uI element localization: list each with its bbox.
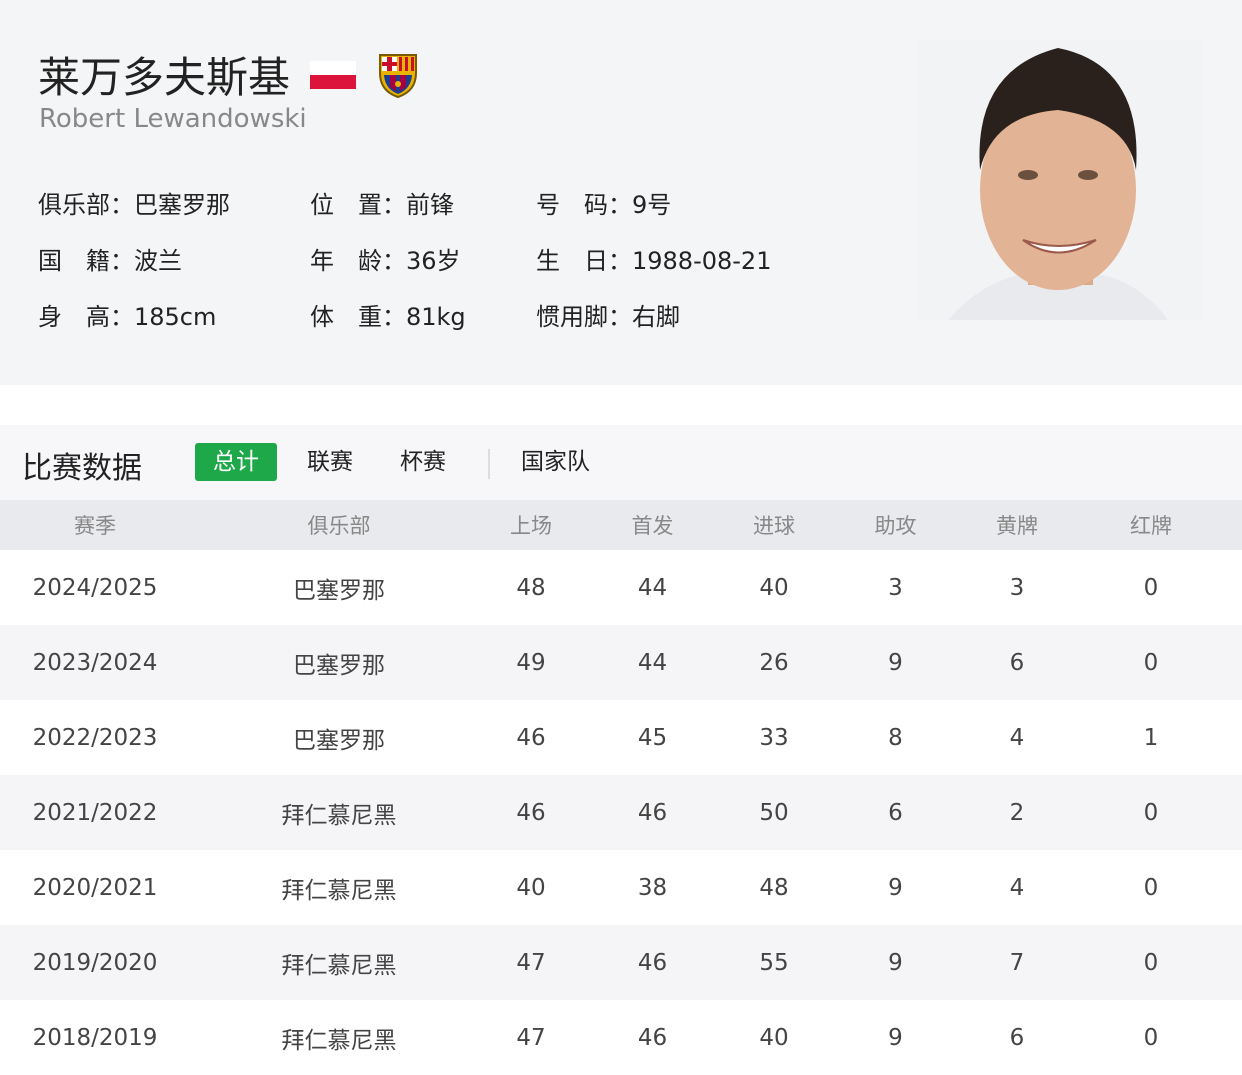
stats-table: 赛季 俱乐部 上场 首发 进球 助攻 黄牌 红牌 2024/2025 巴塞罗那 48 44 40 3 3 0…: [0, 500, 1242, 1075]
table-row: 2020/2021 拜仁慕尼黑 40 38 48 9 4 0: [0, 850, 1242, 925]
table-row: 2021/2022 拜仁慕尼黑 46 46 50 6 2 0: [0, 775, 1242, 850]
tab-total[interactable]: 总计: [195, 443, 277, 481]
column-header-assists: 助攻: [817, 500, 974, 550]
cell-red-cards: 1: [1143, 724, 1159, 751]
info-foot: 惯用脚：右脚: [536, 303, 680, 331]
cell-red-cards: 0: [1143, 874, 1159, 901]
cell-season: 2024/2025: [32, 574, 158, 601]
cell-goals: 55: [731, 925, 817, 1000]
cell-season: 2021/2022: [0, 775, 190, 850]
cell-yellow-cards: 4: [1009, 724, 1025, 751]
cell-appearances: 47: [516, 1024, 546, 1051]
cell-club: 拜仁慕尼黑: [281, 877, 397, 904]
table-row: 2022/2023 巴塞罗那 46 45 33 8 4 1: [0, 700, 1242, 775]
cell-starts: 46: [574, 925, 731, 1000]
cell-goals: 33: [759, 724, 789, 751]
column-header-club: 俱乐部: [190, 500, 488, 550]
cell-starts: 44: [637, 574, 668, 601]
cell-red-cards: 0: [1143, 574, 1159, 601]
cell-yellow-cards: 4: [1009, 874, 1025, 901]
cell-goals: 48: [759, 874, 789, 901]
column-header-goals: 进球: [731, 500, 817, 550]
cell-appearances: 47: [488, 925, 574, 1000]
column-header-red-cards: 红牌: [1060, 500, 1242, 550]
cell-assists: 9: [888, 874, 903, 901]
cell-yellow-cards: 2: [974, 775, 1060, 850]
cell-season: 2022/2023: [32, 724, 158, 751]
cell-club: 拜仁慕尼黑: [281, 1027, 397, 1054]
cell-starts: 45: [637, 724, 668, 751]
cell-starts: 44: [574, 625, 731, 700]
stats-title: 比赛数据: [22, 451, 142, 486]
player-info-grid: 俱乐部：巴塞罗那 位 置：前锋 号 码：9号 国 籍：波兰 年 龄：36岁 生 …: [38, 185, 796, 331]
cell-starts: 38: [637, 874, 668, 901]
cell-appearances: 46: [516, 724, 546, 751]
info-position: 位 置：前锋: [310, 191, 454, 219]
column-header-yellow-cards: 黄牌: [974, 500, 1060, 550]
cell-goals: 50: [731, 775, 817, 850]
cell-assists: 9: [817, 925, 974, 1000]
fc-barcelona-crest-icon: [379, 53, 418, 98]
info-weight: 体 重：81kg: [310, 303, 466, 331]
cell-assists: 3: [888, 574, 903, 601]
table-row: 2023/2024 巴塞罗那 49 44 26 9 6 0: [0, 625, 1242, 700]
cell-club: 巴塞罗那: [190, 625, 488, 700]
cell-goals: 40: [759, 1024, 789, 1051]
column-header-starts: 首发: [574, 500, 731, 550]
cell-season: 2023/2024: [0, 625, 190, 700]
cell-appearances: 49: [488, 625, 574, 700]
cell-yellow-cards: 6: [1009, 1024, 1025, 1051]
info-club: 俱乐部：巴塞罗那: [38, 191, 230, 219]
column-header-season: 赛季: [0, 500, 190, 550]
table-row: 2018/2019 拜仁慕尼黑 47 46 40 9 6 0: [0, 1000, 1242, 1075]
cell-club: 拜仁慕尼黑: [190, 775, 488, 850]
player-name: 莱万多夫斯基: [38, 53, 291, 102]
cell-season: 2018/2019: [32, 1024, 158, 1051]
player-header: 莱万多夫斯基 Robert Lewandowski 俱乐部：巴塞罗那 位 置：前…: [0, 0, 1242, 385]
cell-starts: 46: [574, 775, 731, 850]
cell-season: 2020/2021: [32, 874, 158, 901]
cell-assists: 9: [817, 625, 974, 700]
info-nationality: 国 籍：波兰: [38, 247, 182, 275]
cell-club: 拜仁慕尼黑: [190, 925, 488, 1000]
cell-assists: 9: [888, 1024, 903, 1051]
table-header-row: 赛季 俱乐部 上场 首发 进球 助攻 黄牌 红牌: [0, 500, 1242, 550]
tab-divider: [488, 449, 490, 479]
table-row: 2019/2020 拜仁慕尼黑 47 46 55 9 7 0: [0, 925, 1242, 1000]
tab-cup[interactable]: 杯赛: [400, 449, 446, 475]
poland-flag-icon: [310, 60, 357, 89]
cell-club: 巴塞罗那: [293, 577, 385, 604]
cell-red-cards: 0: [1060, 775, 1242, 850]
cell-yellow-cards: 6: [974, 625, 1060, 700]
cell-assists: 6: [817, 775, 974, 850]
player-photo: [918, 40, 1201, 320]
cell-club: 巴塞罗那: [293, 727, 385, 754]
table-row: 2024/2025 巴塞罗那 48 44 40 3 3 0: [0, 550, 1242, 625]
info-height: 身 高：185cm: [38, 303, 217, 331]
cell-red-cards: 0: [1060, 625, 1242, 700]
cell-season: 2019/2020: [0, 925, 190, 1000]
info-age: 年 龄：36岁: [310, 247, 461, 275]
column-header-appearances: 上场: [488, 500, 574, 550]
cell-goals: 26: [731, 625, 817, 700]
cell-red-cards: 0: [1143, 1024, 1159, 1051]
stats-section-header: 比赛数据 总计 联赛 杯赛 国家队: [0, 425, 1242, 500]
cell-red-cards: 0: [1060, 925, 1242, 1000]
tab-league[interactable]: 联赛: [307, 449, 353, 475]
cell-yellow-cards: 3: [1009, 574, 1025, 601]
cell-assists: 8: [888, 724, 903, 751]
cell-appearances: 48: [516, 574, 546, 601]
cell-appearances: 40: [516, 874, 546, 901]
tab-national-team[interactable]: 国家队: [521, 449, 590, 475]
cell-yellow-cards: 7: [974, 925, 1060, 1000]
info-birthday: 生 日：1988-08-21: [536, 247, 772, 275]
cell-goals: 40: [759, 574, 789, 601]
cell-appearances: 46: [488, 775, 574, 850]
cell-starts: 46: [637, 1024, 668, 1051]
player-english-name: Robert Lewandowski: [39, 104, 307, 134]
info-number: 号 码：9号: [536, 191, 672, 219]
